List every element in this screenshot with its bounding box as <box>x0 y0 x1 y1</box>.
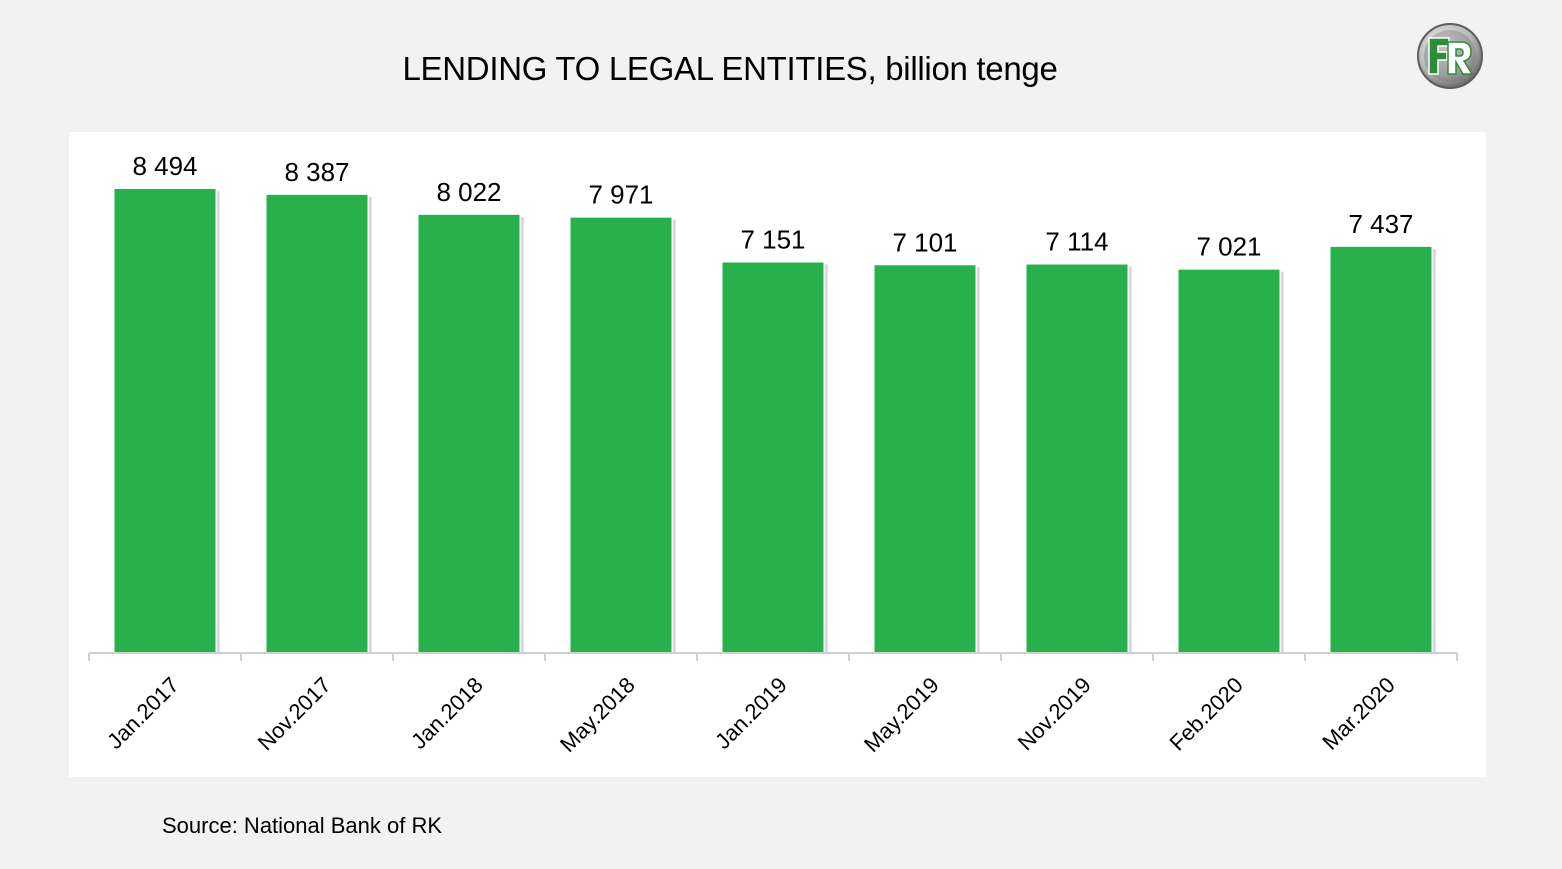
data-label: 7 021 <box>1196 232 1261 262</box>
bar <box>1176 267 1282 654</box>
data-label: 8 494 <box>132 151 197 181</box>
x-tick-label: Feb.2020 <box>1164 672 1247 755</box>
data-label: 8 022 <box>436 177 501 207</box>
bar <box>264 192 370 654</box>
bar <box>720 260 826 654</box>
bar <box>1328 244 1434 654</box>
x-tick-label: Jan.2019 <box>710 672 792 754</box>
data-label: 7 971 <box>588 180 653 210</box>
data-labels-layer: 8 494 8 387 8 022 7 971 7 151 7 101 7 114 7 021… <box>132 151 1413 262</box>
data-label: 7 151 <box>740 225 805 255</box>
fr-logo-icon <box>1415 22 1485 90</box>
x-tick-label: Mar.2020 <box>1317 672 1400 755</box>
bar <box>416 212 522 654</box>
x-tick-label: May.2018 <box>555 672 640 757</box>
bar <box>872 263 978 654</box>
data-label: 7 437 <box>1348 209 1413 239</box>
bar <box>112 187 218 654</box>
x-tick-label: Jan.2017 <box>102 672 184 754</box>
x-tick-label: Jan.2018 <box>406 672 488 754</box>
x-axis-layer <box>88 652 1458 661</box>
data-label: 8 387 <box>284 157 349 187</box>
x-tick-label: Nov.2019 <box>1013 672 1096 755</box>
data-label: 7 114 <box>1045 227 1108 257</box>
chart-title: LENDING TO LEGAL ENTITIES, billion tenge <box>402 50 1058 87</box>
bars-layer <box>112 187 1436 655</box>
bar <box>568 215 674 655</box>
source-note: Source: National Bank of RK <box>162 813 443 838</box>
x-tick-label: Nov.2017 <box>253 672 336 755</box>
x-tick-label: May.2019 <box>859 672 944 757</box>
data-label: 7 101 <box>892 227 957 257</box>
x-tick-labels-layer: Jan.2017 Nov.2017 Jan.2018 May.2018 Jan.2019… <box>102 672 1400 757</box>
bar <box>1024 262 1130 654</box>
